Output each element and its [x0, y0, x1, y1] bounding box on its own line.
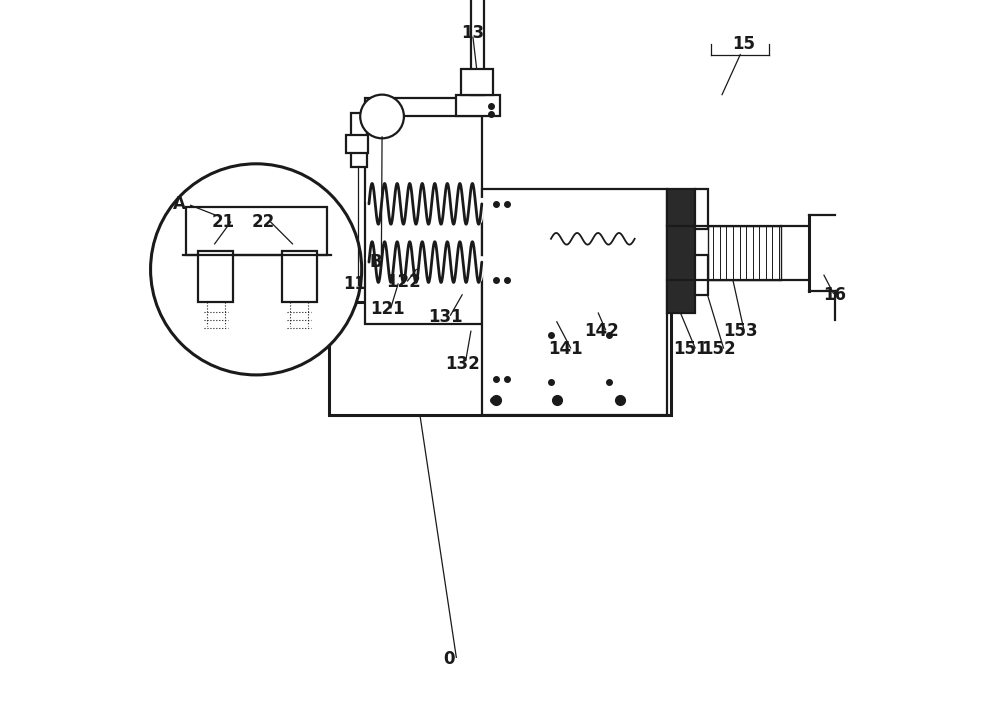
- Bar: [461, 69, 493, 95]
- Bar: [708, 226, 781, 280]
- Text: 121: 121: [370, 301, 404, 318]
- Bar: [346, 135, 368, 153]
- Text: 153: 153: [723, 323, 758, 340]
- Bar: [329, 302, 671, 415]
- Text: 131: 131: [428, 308, 463, 325]
- Text: 151: 151: [673, 341, 708, 358]
- Text: 142: 142: [585, 323, 619, 340]
- Bar: [198, 251, 233, 302]
- Text: 11: 11: [343, 275, 366, 293]
- Text: 0: 0: [443, 650, 455, 668]
- Text: B: B: [370, 253, 383, 271]
- Bar: [482, 189, 667, 415]
- Circle shape: [151, 164, 362, 375]
- Text: 15: 15: [732, 35, 755, 52]
- Text: A: A: [173, 195, 186, 213]
- Text: 141: 141: [548, 341, 583, 358]
- Bar: [456, 95, 500, 116]
- Bar: [667, 189, 695, 313]
- Bar: [365, 98, 482, 116]
- Bar: [471, 0, 484, 95]
- Circle shape: [360, 95, 404, 138]
- Bar: [186, 207, 327, 255]
- Bar: [351, 113, 367, 167]
- Bar: [695, 189, 708, 229]
- Text: 22: 22: [252, 213, 275, 231]
- Bar: [282, 251, 317, 302]
- Text: 152: 152: [701, 341, 736, 358]
- Text: 122: 122: [387, 274, 421, 291]
- Bar: [695, 255, 708, 295]
- Text: 16: 16: [823, 286, 846, 304]
- Text: 132: 132: [445, 355, 480, 373]
- Bar: [365, 113, 482, 324]
- Text: 21: 21: [212, 213, 235, 231]
- Text: 13: 13: [462, 24, 485, 41]
